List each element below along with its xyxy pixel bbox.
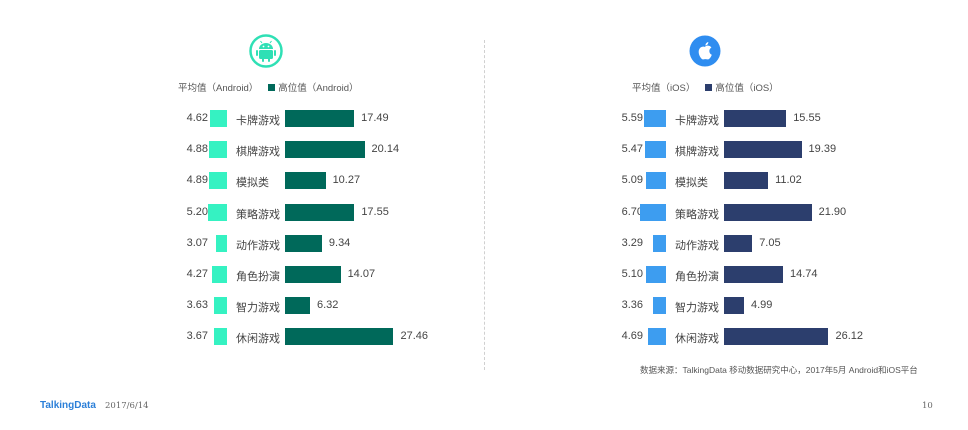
android-avg-bar [209, 172, 227, 190]
ios-category-label: 模拟类 [675, 177, 708, 190]
ios-avg-bar [644, 141, 666, 159]
android-high-bar [285, 297, 310, 315]
android-high-value-label: 20.14 [371, 143, 400, 156]
ios-category-label: 智力游戏 [675, 302, 719, 315]
android-high-bar [285, 234, 322, 252]
android-high-bar [285, 266, 341, 283]
android-high-value-label: 10.27 [332, 174, 361, 187]
legend-android-avg-label: 平均值（Android） [178, 83, 259, 94]
ios-avg-bar [646, 172, 666, 190]
ios-high-value-label: 4.99 [750, 299, 773, 312]
android-avg-value-label: 4.27 [186, 268, 208, 280]
ios-avg-bar [646, 266, 666, 283]
ios-avg-value-label: 5.09 [621, 174, 643, 187]
android-category-label: 策略游戏 [236, 208, 280, 221]
android-high-value-label: 17.49 [361, 112, 389, 124]
android-avg-value-label: 3.07 [186, 236, 208, 249]
ios-category-label: 棋牌游戏 [675, 146, 719, 159]
ios-high-bar [724, 297, 744, 315]
android-high-value-label: 6.32 [316, 299, 339, 312]
ios-avg-value-label: 3.36 [621, 299, 643, 312]
android-high-bar [285, 328, 394, 346]
android-avg-bar [215, 234, 227, 252]
legend-ios-high-label: 高位值（iOS） [715, 83, 779, 94]
ios-high-bar [724, 266, 783, 283]
ios-avg-value-label: 5.59 [621, 112, 643, 124]
ios-high-value-label: 14.74 [789, 268, 818, 280]
ios-high-value-label: 26.12 [835, 330, 863, 343]
android-category-label: 卡牌游戏 [236, 115, 280, 127]
android-category-label: 休闲游戏 [236, 333, 280, 346]
data-source-note: 数据来源：TalkingData 移动数据研究中心，2017年5月 Androi… [640, 365, 918, 375]
ios-high-bar [724, 172, 769, 190]
ios-avg-value-label: 3.29 [621, 236, 643, 249]
legend-android-high-swatch [268, 83, 276, 91]
ios-high-bar [724, 110, 787, 127]
ios-high-value-label: 11.02 [775, 174, 802, 187]
ios-avg-value-label: 5.47 [621, 143, 643, 156]
footer-date: 2017/6/14 [105, 401, 149, 411]
android-high-bar [285, 110, 355, 127]
android-logo-icon [249, 34, 283, 68]
android-category-label: 角色扮演 [236, 271, 280, 283]
android-avg-bar [213, 328, 227, 346]
ios-avg-value-label: 4.69 [621, 330, 643, 343]
ios-category-label: 策略游戏 [675, 208, 719, 221]
legend-ios-avg-label: 平均值（iOS） [632, 83, 696, 94]
ios-legend: 平均值（iOS） 高位值（iOS） [632, 80, 779, 94]
android-avg-value-label: 4.89 [186, 174, 208, 187]
ios-high-value-label: 7.05 [759, 236, 781, 249]
panel-divider [484, 40, 485, 370]
android-category-label: 模拟类 [236, 177, 269, 190]
ios-high-value-label: 19.39 [808, 143, 837, 156]
android-avg-value-label: 4.62 [186, 112, 208, 124]
ios-avg-bar [647, 328, 666, 346]
ios-avg-bar [653, 234, 666, 252]
ios-category-label: 动作游戏 [675, 239, 719, 252]
ios-high-bar [724, 141, 802, 159]
android-category-label: 动作游戏 [236, 239, 280, 252]
ios-high-value-label: 21.90 [818, 205, 847, 218]
page-number: 10 [922, 401, 933, 411]
talkingdata-logo: TalkingData [40, 400, 96, 411]
android-legend: 平均值（Android） 高位值（Android） [178, 80, 359, 94]
android-category-label: 棋牌游戏 [236, 146, 280, 159]
ios-high-bar [724, 328, 829, 346]
ios-avg-bar [652, 297, 666, 315]
android-high-value-label: 9.34 [328, 236, 351, 249]
ios-category-label: 卡牌游戏 [675, 115, 719, 127]
android-avg-bar [213, 297, 227, 315]
ios-avg-bar [644, 110, 666, 127]
android-avg-bar [210, 110, 227, 127]
legend-ios-high-swatch [705, 83, 713, 91]
android-high-value-label: 17.55 [361, 205, 389, 218]
ios-avg-bar [639, 203, 666, 221]
ios-high-bar [724, 234, 753, 252]
android-avg-value-label: 4.88 [186, 143, 208, 156]
android-avg-value-label: 3.67 [186, 330, 208, 343]
apple-logo-icon [689, 35, 721, 67]
android-avg-value-label: 5.20 [186, 205, 208, 218]
android-high-bar [285, 141, 365, 159]
android-avg-bar [209, 141, 227, 159]
android-avg-bar [208, 203, 227, 221]
ios-avg-value-label: 6.70 [621, 205, 643, 218]
ios-high-value-label: 15.55 [793, 112, 821, 124]
ios-category-label: 角色扮演 [675, 271, 719, 283]
android-avg-value-label: 3.63 [186, 299, 208, 312]
android-category-label: 智力游戏 [236, 302, 280, 315]
legend-android-high-label: 高位值（Android） [278, 83, 359, 94]
android-avg-bar [211, 266, 227, 283]
android-high-bar [285, 172, 326, 190]
android-high-value-label: 14.07 [347, 268, 376, 280]
ios-avg-value-label: 5.10 [621, 268, 643, 280]
ios-category-label: 休闲游戏 [675, 333, 719, 346]
ios-high-bar [724, 203, 812, 221]
android-high-value-label: 27.46 [400, 330, 428, 343]
android-high-bar [285, 203, 355, 221]
